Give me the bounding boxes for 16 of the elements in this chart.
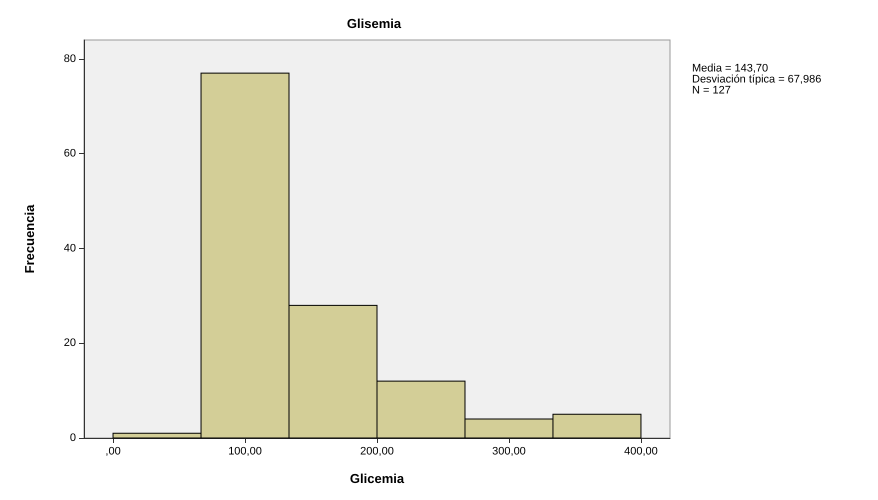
y-tick-label: 40 [64,242,76,254]
y-tick-label: 80 [64,52,76,65]
x-axis-title: Glicemia [350,471,405,486]
text: N = 127 [692,84,731,96]
y-tick-label: 0 [70,432,76,444]
y-axis-title: Frecuencia [22,204,37,274]
chart-title: Glisemia [346,16,402,31]
x-tick-label: ,00 [105,446,121,458]
y-tick-label: 20 [64,337,76,350]
x-tick-label: 200,00 [360,446,394,458]
text: Desviación típica = 67,986 [692,74,822,86]
x-tick-label: 400,00 [624,446,658,458]
text: Media = 143,70 [692,62,768,74]
x-tick-label: 300,00 [492,446,526,458]
y-tick-label: 60 [64,148,76,160]
x-tick-label: 100,00 [228,446,262,458]
